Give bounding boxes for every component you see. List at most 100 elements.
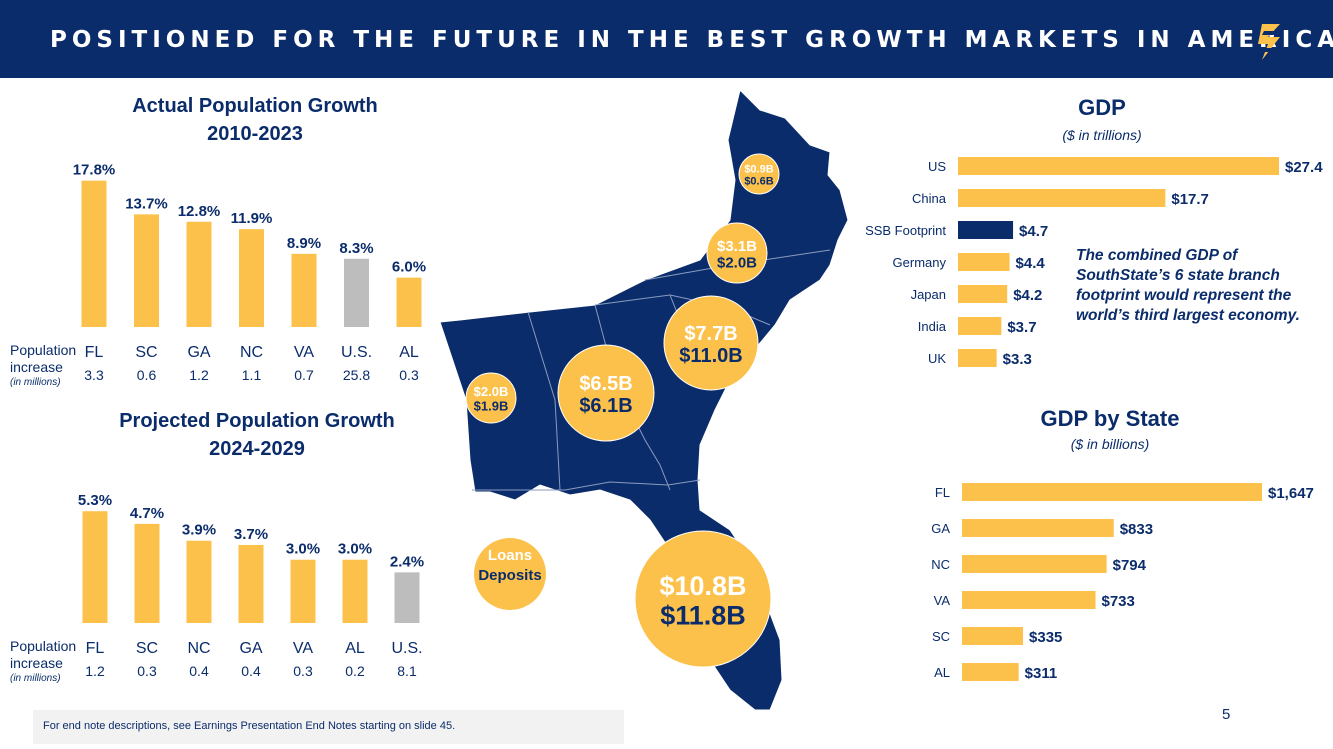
bar-value-label: 3.7% — [234, 526, 268, 543]
category-label: China — [912, 191, 947, 206]
page-number: 5 — [1222, 706, 1231, 723]
population-increase-value: 1.2 — [85, 663, 105, 679]
category-label: U.S. — [341, 344, 372, 361]
bar-va — [291, 253, 317, 327]
bubble-sc — [663, 295, 759, 391]
category-label: SC — [135, 344, 157, 361]
bar-sc — [962, 627, 1024, 645]
header-bar: POSITIONED FOR THE FUTURE IN THE BEST GR… — [0, 0, 1333, 78]
row-label-line1: Population — [10, 342, 76, 358]
bubble-deposits-nc: $2.0B — [717, 254, 757, 271]
bubble-al — [465, 372, 517, 424]
bar-uk — [958, 349, 997, 367]
population-increase-value: 0.3 — [399, 367, 419, 383]
category-label: FL — [86, 640, 105, 657]
bar-value-label: 8.9% — [287, 235, 321, 252]
gdp-state-chart: FL $1,647 GA $833 NC $794 VA $733 SC $335 AL $311 — [931, 483, 1314, 682]
projected-population-chart: 5.3% FL 1.2 4.7% SC 0.3 3.9% NC 0.4 3.7% GA 0.4 3.0%… — [10, 492, 424, 684]
projected-population-title-line1: Projected Population Growth — [119, 410, 395, 432]
bar-nc — [962, 555, 1107, 573]
bar-value-label: 6.0% — [392, 259, 426, 276]
bar-value-label: $335 — [1029, 629, 1062, 646]
bar-value-label: 4.7% — [130, 505, 164, 522]
footnote: For end note descriptions, see Earnings … — [43, 720, 456, 732]
gdp-state-subtitle: ($ in billions) — [1070, 436, 1150, 452]
bar-value-label: $27.4 — [1285, 159, 1323, 176]
bar-al — [962, 663, 1019, 681]
legend-deposits-label: Deposits — [478, 567, 541, 584]
category-label: NC — [187, 640, 210, 657]
bar-ssbfootprint — [958, 221, 1014, 239]
actual-population-title: Actual Population Growth 2010-2023 — [80, 92, 430, 148]
map-legend-bubble: Loans Deposits — [474, 538, 546, 610]
row-label-line2: increase — [10, 655, 63, 671]
actual-population-title-line1: Actual Population Growth — [132, 95, 378, 117]
bar-value-label: $311 — [1025, 665, 1058, 682]
bar-value-label: $3.3 — [1003, 351, 1032, 368]
bubble-deposits-al: $1.9B — [474, 398, 509, 413]
bar-value-label: $3.7 — [1007, 319, 1036, 336]
gdp-subtitle: ($ in trillions) — [1062, 127, 1142, 143]
bar-value-label: 17.8% — [73, 162, 116, 179]
bar-value-label: $794 — [1113, 557, 1147, 574]
bar-us — [394, 572, 420, 623]
bubble-loans-sc: $7.7B — [684, 323, 737, 345]
population-increase-value: 1.2 — [189, 367, 209, 383]
bar-us — [958, 157, 1279, 175]
bubble-loans-fl: $10.8B — [659, 571, 746, 601]
population-increase-value: 25.8 — [343, 367, 370, 383]
bar-value-label: 2.4% — [390, 553, 424, 570]
bar-fl — [82, 511, 108, 623]
category-label: SSB Footprint — [865, 223, 946, 238]
row-label-note: (in millions) — [10, 673, 61, 684]
bubble-fl — [634, 530, 772, 668]
actual-population-chart: 17.8% FL 3.3 13.7% SC 0.6 12.8% GA 1.2 11.9% NC 1.1… — [10, 162, 426, 388]
bar-china — [958, 189, 1166, 207]
footnote-box: For end note descriptions, see Earnings … — [33, 710, 624, 744]
bar-sc — [134, 523, 160, 623]
category-label: AL — [399, 344, 419, 361]
bubble-loans-nc: $3.1B — [717, 238, 757, 255]
population-increase-value: 0.3 — [293, 663, 313, 679]
category-label: AL — [934, 665, 950, 680]
bar-india — [958, 317, 1002, 335]
bar-value-label: 8.3% — [339, 240, 373, 257]
row-label-line2: increase — [10, 359, 63, 375]
bar-value-label: 3.0% — [338, 541, 372, 558]
bar-al — [396, 277, 422, 327]
category-label: VA — [293, 640, 313, 657]
bar-ga — [962, 519, 1114, 537]
population-increase-value: 0.6 — [137, 367, 157, 383]
actual-population-title-line2: 2010-2023 — [207, 123, 303, 145]
category-label: FL — [85, 344, 104, 361]
category-label: GA — [239, 640, 262, 657]
legend-loans-label: Loans — [488, 547, 532, 564]
bar-sc — [134, 214, 159, 327]
gdp-state-title: GDP by State — [1040, 406, 1180, 431]
population-increase-value: 1.1 — [242, 367, 262, 383]
population-increase-value: 3.3 — [84, 367, 104, 383]
population-increase-value: 0.4 — [241, 663, 261, 679]
category-label: GA — [187, 344, 210, 361]
bar-nc — [186, 540, 212, 623]
population-increase-value: 0.4 — [189, 663, 209, 679]
bar-value-label: 3.9% — [182, 522, 216, 539]
row-label-note: (in millions) — [10, 377, 61, 388]
population-increase-value: 0.2 — [345, 663, 365, 679]
population-increase-value: 0.3 — [137, 663, 157, 679]
category-label: U.S. — [391, 640, 422, 657]
bar-value-label: $4.7 — [1019, 223, 1048, 240]
bar-value-label: 5.3% — [78, 492, 112, 509]
population-increase-value: 0.7 — [294, 367, 314, 383]
map-bubbles: $0.9B$0.6B$3.1B$2.0B$7.7B$11.0B$6.5B$6.1… — [465, 153, 780, 668]
bubble-va — [738, 153, 780, 195]
southeast-map: $0.9B$0.6B$3.1B$2.0B$7.7B$11.0B$6.5B$6.1… — [439, 89, 849, 711]
bar-ga — [186, 221, 212, 327]
bar-value-label: $4.4 — [1016, 255, 1046, 272]
category-label: Japan — [911, 287, 946, 302]
bar-germany — [958, 253, 1010, 271]
gdp-chart: US $27.4 China $17.7 SSB Footprint $4.7 German… — [865, 157, 1323, 368]
bubble-nc — [706, 222, 768, 284]
bubble-loans-al: $2.0B — [474, 384, 509, 399]
category-label: AL — [345, 640, 365, 657]
